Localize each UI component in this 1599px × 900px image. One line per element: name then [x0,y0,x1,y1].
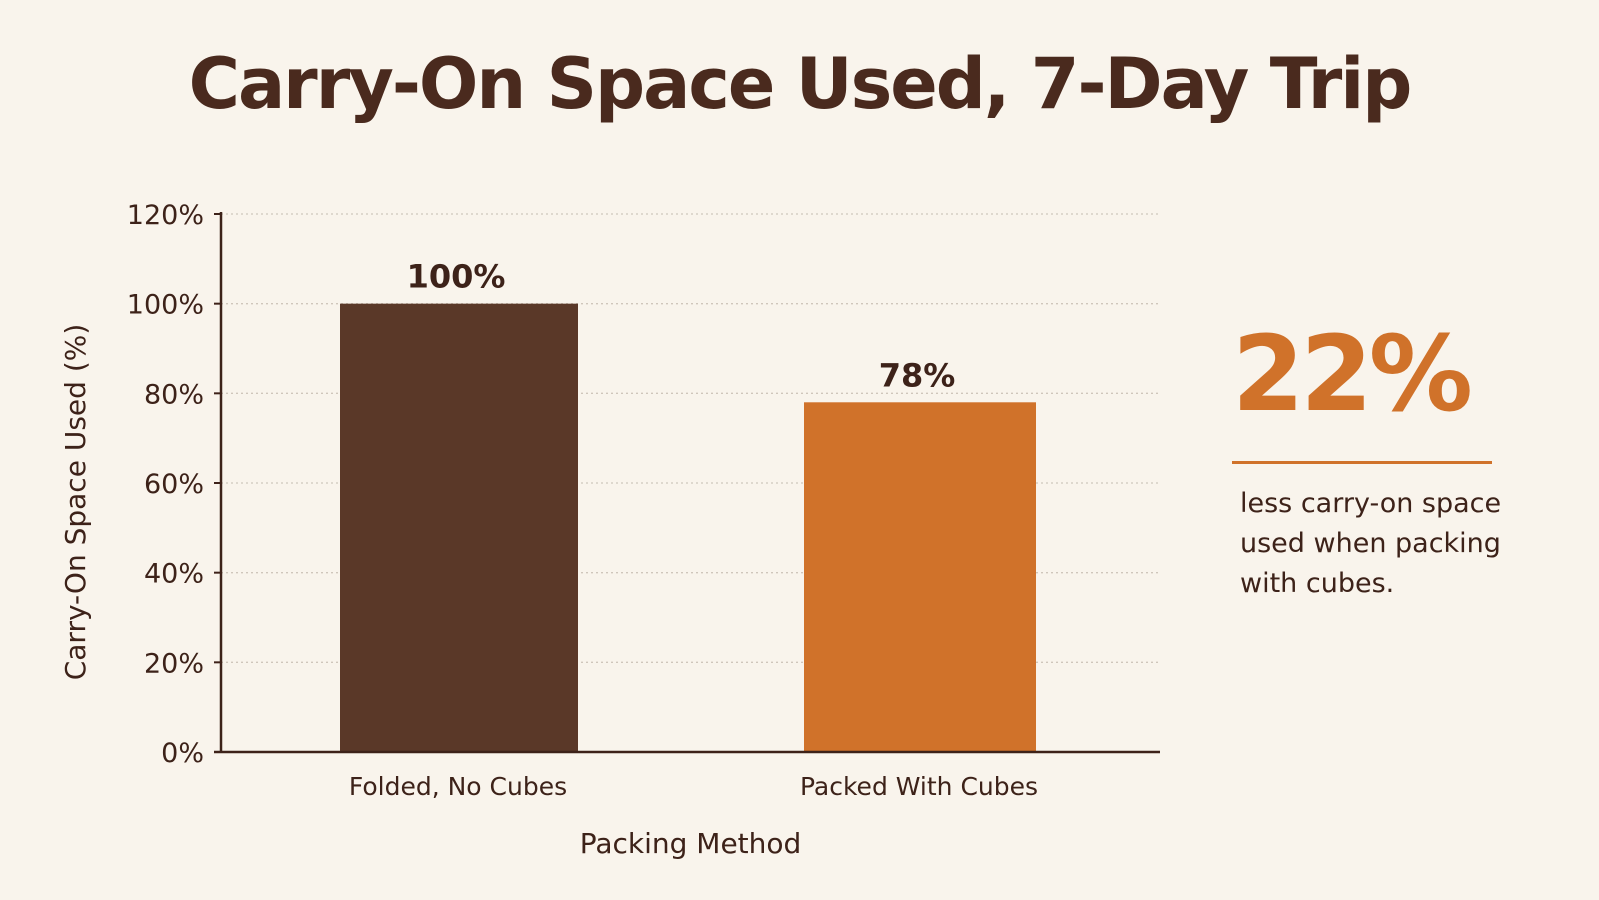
data-label: 78% [879,356,956,394]
callout-description: less carry-on space used when packing wi… [1240,488,1502,599]
y-tick-label: 120% [127,200,204,231]
y-tick-label: 40% [144,559,204,590]
x-axis-title: Packing Method [580,827,802,860]
y-tick-label: 100% [127,290,204,321]
y-axis-title: Carry-On Space Used (%) [59,324,92,681]
chart-title: Carry-On Space Used, 7-Day Trip [188,43,1413,125]
x-tick-label: Packed With Cubes [800,772,1038,801]
callout-divider [1232,461,1492,464]
x-tick-label: Folded, No Cubes [349,772,567,801]
bar-folded-no-cubes [340,303,578,752]
y-tick-label: 0% [161,738,204,769]
y-tick-label: 20% [144,648,204,679]
bar-packed-with-cubes [804,402,1036,752]
callout-value: 22% [1232,313,1473,435]
y-tick-label: 80% [144,379,204,410]
y-tick-label: 60% [144,469,204,500]
data-label: 100% [407,258,506,296]
